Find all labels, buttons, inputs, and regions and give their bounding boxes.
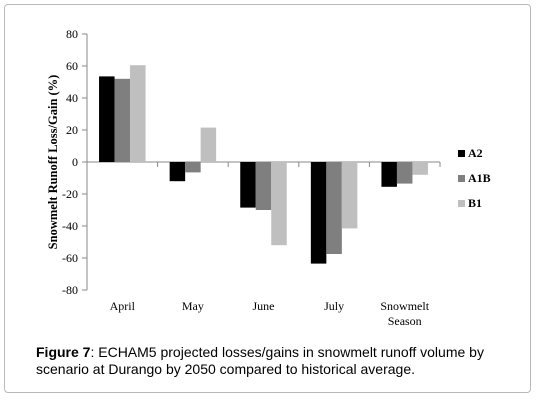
bar-a1b-snowmelt [396, 162, 413, 184]
y-tick-label: -80 [62, 283, 78, 297]
bar-a1b-july [326, 162, 342, 254]
legend-label-b1: B1 [468, 196, 482, 210]
bar-a2-april [99, 76, 115, 162]
bar-b1-july [341, 162, 358, 229]
y-axis-label: Snowmelt Runoff Loss/Gain (%) [46, 75, 60, 250]
legend-label-a2: A2 [468, 146, 483, 160]
y-tick-label: 40 [66, 91, 78, 105]
figure-caption: Figure 7: ECHAM5 projected losses/gains … [36, 344, 506, 378]
y-tick-label: -20 [62, 187, 78, 201]
x-tick-label: May [182, 299, 204, 313]
x-tick-label: July [324, 299, 344, 313]
x-axis-labels: April May June July Snowmelt Season [110, 299, 430, 328]
legend-swatch-a1b [458, 175, 465, 182]
x-tick-label: April [110, 299, 136, 313]
legend-swatch-a2 [458, 150, 465, 157]
bars [86, 65, 441, 264]
bar-a1b-june [255, 162, 272, 210]
legend-label-a1b: A1B [468, 171, 491, 185]
x-tick-label: Snowmelt Season [380, 299, 429, 328]
bar-b1-june [271, 162, 287, 246]
bar-a2-july [310, 162, 327, 264]
legend-swatch-b1 [458, 200, 465, 207]
bar-chart: Snowmelt Runoff Loss/Gain (%) 80 60 40 20 0 -… [46, 27, 491, 328]
bar-a1b-april [114, 78, 131, 162]
bar-a2-snowmelt [381, 162, 397, 187]
y-tick-label: -60 [62, 251, 78, 265]
bar-b1-april [130, 65, 146, 162]
y-tick-label: 60 [66, 59, 78, 73]
caption-text: : ECHAM5 projected losses/gains in snowm… [36, 344, 484, 377]
bar-b1-snowmelt [412, 162, 428, 175]
caption-label: Figure 7 [36, 344, 91, 360]
bar-b1-may [200, 127, 217, 162]
legend: A2 A1B B1 [458, 146, 491, 210]
bar-a1b-may [185, 162, 201, 173]
bar-a2-june [240, 162, 256, 208]
bar-a2-may [169, 162, 186, 182]
y-tick-label: -40 [62, 219, 78, 233]
y-tick-label: 20 [66, 123, 78, 137]
x-tick-label: June [253, 299, 275, 313]
y-axis: 80 60 40 20 0 -20 -40 -60 -80 [62, 27, 440, 297]
y-tick-label: 0 [72, 155, 78, 169]
y-tick-label: 80 [66, 27, 78, 41]
